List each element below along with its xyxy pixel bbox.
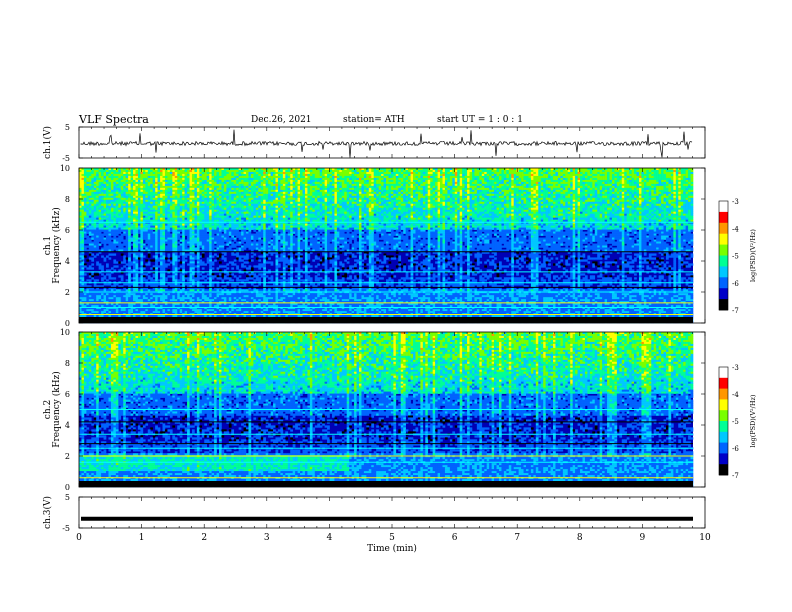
y-tick-label: 5 <box>65 123 70 132</box>
y-axis-label: ch.3(V) <box>42 496 53 529</box>
colorbar-ch2: -3 -4 -5 -6 -7 log(PSD)(V²/Hz) <box>719 364 757 480</box>
colorbar-tick-label: -7 <box>732 472 739 480</box>
ch1-waveform-panel: 5 -5 ch.1(V) <box>42 123 705 163</box>
low-freq-band <box>79 317 693 323</box>
x-tick-label: 2 <box>201 533 207 543</box>
colorbar-tick-label: -7 <box>732 307 739 315</box>
colorbar-ch1: -3 -4 -5 -6 -7 log(PSD)(V²/Hz) <box>719 198 757 315</box>
y-tick-label: 4 <box>65 257 70 266</box>
y-tick-label: 10 <box>60 164 70 173</box>
x-tick-label: 1 <box>139 533 145 543</box>
y-tick-label: 2 <box>65 452 70 461</box>
colorbar-tick-label: -6 <box>732 280 739 288</box>
colorbar-label: log(PSD)(V²/Hz) <box>749 229 757 282</box>
colorbar-tick-label: -3 <box>732 198 739 206</box>
colorbar-tick-label: -5 <box>732 418 739 426</box>
colorbar-tick-label: -4 <box>732 225 739 233</box>
ch3-waveform-panel: 5 -5 ch.3(V) <box>42 493 705 533</box>
colorbar-tick-label: -3 <box>732 364 739 372</box>
y-tick-label: 2 <box>65 288 70 297</box>
colorbar-tick-label: -4 <box>732 391 739 399</box>
x-axis-label: Time (min) <box>367 543 417 554</box>
y-tick-label: 5 <box>65 493 70 502</box>
x-tick-label: 0 <box>76 533 82 543</box>
y-tick-label: 10 <box>60 328 70 337</box>
x-tick-label: 3 <box>264 533 270 543</box>
y-axis-label: Frequency (kHz) <box>51 371 62 448</box>
ch3-waveform-frame <box>79 497 705 528</box>
y-tick-label: -5 <box>62 524 70 533</box>
x-tick-label: 5 <box>389 533 395 543</box>
x-tick-label: 4 <box>327 533 333 543</box>
colorbar-tick-label: -5 <box>732 253 739 261</box>
colorbar-tick-label: -6 <box>732 445 739 453</box>
y-tick-label: 4 <box>65 421 70 430</box>
colorbar-label: log(PSD)(V²/Hz) <box>749 394 757 447</box>
time-axis: 0 1 2 3 4 5 6 7 8 9 10 Time (min) <box>76 533 711 554</box>
y-tick-label: 0 <box>65 483 70 492</box>
y-axis-label: ch.1(V) <box>42 126 53 159</box>
x-tick-label: 6 <box>452 533 458 543</box>
ch1-waveform-line <box>81 130 692 158</box>
y-tick-label: 0 <box>65 319 70 328</box>
y-tick-label: 6 <box>65 390 70 399</box>
y-axis-label: Frequency (kHz) <box>51 207 62 284</box>
x-tick-label: 7 <box>514 533 520 543</box>
y-tick-label: -5 <box>62 154 70 163</box>
x-tick-label: 8 <box>577 533 583 543</box>
y-tick-label: 6 <box>65 226 70 235</box>
x-tick-label: 9 <box>640 533 646 543</box>
y-tick-label: 8 <box>65 195 70 204</box>
low-freq-band <box>79 481 693 487</box>
x-tick-label: 10 <box>699 533 711 543</box>
y-tick-label: 8 <box>65 359 70 368</box>
